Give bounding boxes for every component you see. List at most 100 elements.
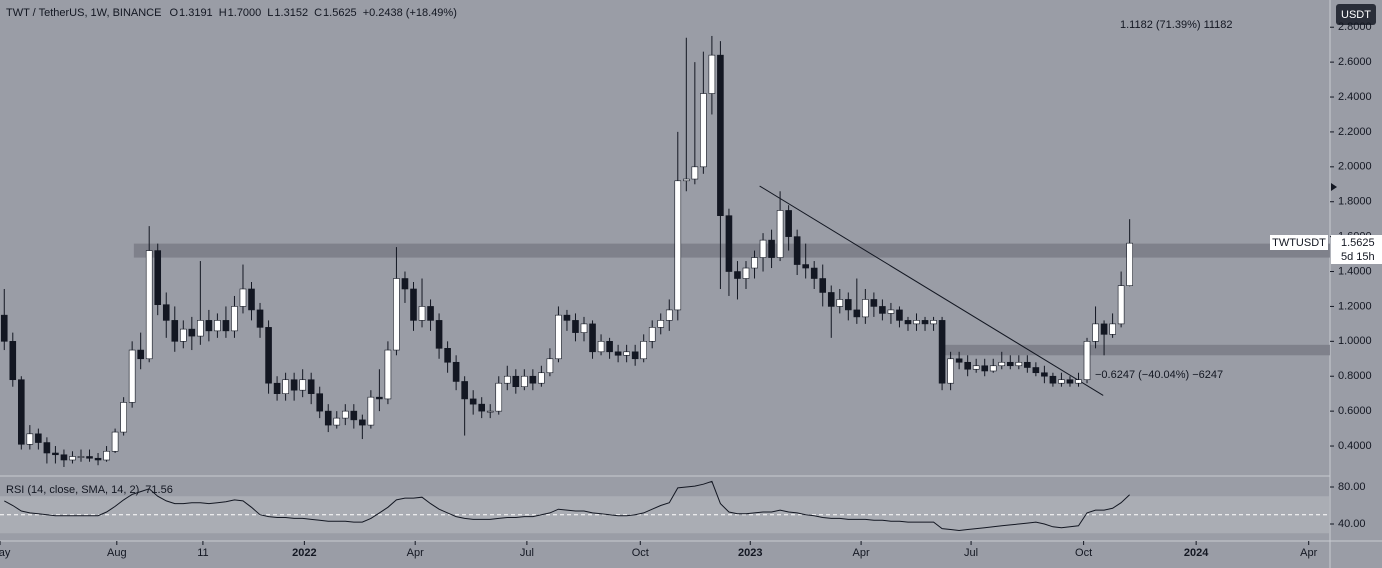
candle-body [1041,372,1048,377]
candle-body [77,456,85,458]
candle-body [282,379,289,394]
candle-body [1083,341,1091,381]
x-tick-label: Apr [407,547,424,559]
candle-body [444,348,451,363]
candle-body [111,431,119,452]
candle-body [768,239,775,258]
candle-body [137,349,144,360]
y-tick-label: 0.8000 [1338,370,1372,382]
candle-body [410,288,417,321]
candle-body [589,323,596,353]
symbol-title: TWT / TetherUS, 1W, BINANCE [6,7,161,19]
candle-body [367,396,375,426]
rsi-line [4,480,1130,532]
candle-body [495,382,503,412]
trendline [759,185,1104,396]
zone [942,344,1330,356]
candle-body [171,320,179,342]
candle-body [964,361,971,370]
candle-body [597,341,605,353]
candle-body [930,320,937,325]
y-tick-label: 2.4000 [1338,91,1372,103]
rsi-last: 71.56 [145,484,173,496]
candle-body [188,328,196,337]
y-tick-label: 2.2000 [1338,126,1372,138]
annotation: −0.6247 (−40.04%) −6247 [1095,369,1223,381]
candle-body [810,267,818,279]
candle-body [648,327,656,342]
symbol-tag-label: TWTUSDT [1272,237,1326,249]
candle-body [461,381,468,400]
candle-body [86,456,93,459]
rsi-tick-label: 80.00 [1338,481,1366,493]
candle-body [580,323,588,333]
candle-body [239,288,247,307]
x-tick-label: 2023 [738,547,762,559]
annotation: 1.1182 (71.39%) 11182 [1120,19,1233,31]
candle-body [341,410,349,419]
candle-body [819,278,827,293]
x-tick-label: May [0,547,11,559]
y-tick-label: 1.8000 [1338,196,1372,208]
candle-body [503,375,511,384]
x-tick-label: 2022 [292,547,316,559]
candle-body [972,365,980,370]
candle-body [529,375,537,384]
candle-body [913,320,920,325]
candle-body [981,365,989,372]
candle-body [853,309,861,318]
candle-body [606,341,613,353]
candle-body [521,375,528,388]
candle-body [836,299,844,307]
x-tick-label: Apr [853,547,870,559]
x-tick-label: Oct [632,547,649,559]
candle-body [60,454,68,461]
candle-body [265,327,272,384]
candle-body [657,320,665,328]
candle-body [180,328,187,342]
candle-body [1092,323,1099,342]
currency-label[interactable]: USDT [1341,9,1371,21]
y-tick-label: 2.8000 [1338,21,1372,33]
candle-body [631,351,639,360]
candle-body [197,320,204,337]
x-tick-label: Aug [107,547,127,559]
candle-body [145,250,153,360]
candle-body [955,358,963,363]
x-tick-label: Jul [964,547,978,559]
candle-body [1126,242,1133,286]
candle-body [546,358,554,374]
candle-body [359,419,366,426]
candle-body [879,306,886,314]
candle-body [1066,379,1074,384]
candle-body [734,271,741,279]
ohlc-label: C [314,7,322,19]
candle-body [896,309,903,321]
candle-body [376,396,383,400]
x-tick-label: Apr [1300,547,1317,559]
candle-body [0,314,8,342]
candle-body [1100,323,1108,335]
candle-body [26,433,34,445]
candle-body [1117,285,1125,325]
candle-body [18,379,25,445]
candle-body [486,410,494,413]
y-tick-label: 1.4000 [1338,265,1372,277]
candle-body [691,166,699,180]
candle-body [333,417,341,426]
rsi-tick-label: 40.00 [1338,518,1366,530]
candle-body [700,93,707,168]
candle-body [614,351,622,356]
price-tag [1331,235,1382,264]
candle-body [393,278,400,351]
candle-body [214,320,221,332]
candle-body [802,264,809,269]
candle-body [717,54,724,216]
candle-body [94,457,102,461]
currency-button[interactable] [1336,4,1376,25]
rsi-title: RSI (14, close, SMA, 14, 2) [6,484,139,496]
candle-body [307,379,315,394]
candle-body [947,358,954,384]
